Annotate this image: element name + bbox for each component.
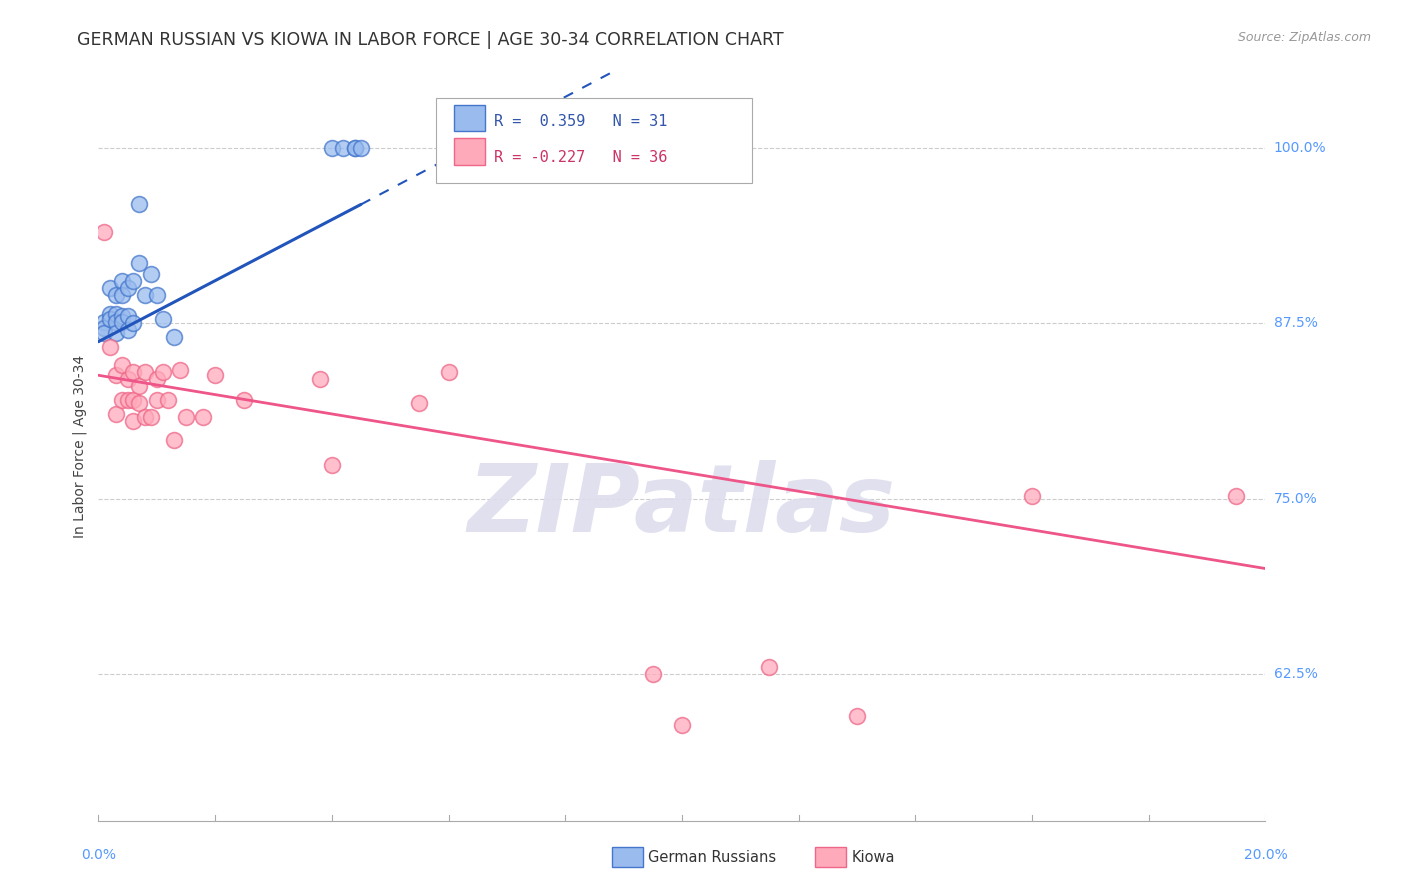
Point — [321, 458, 343, 472]
Point — [122, 415, 145, 429]
Point — [146, 372, 169, 386]
Text: 0.0%: 0.0% — [82, 848, 115, 863]
Point — [128, 256, 150, 270]
Point — [98, 312, 121, 326]
Point — [122, 275, 145, 289]
Text: ZIPatlas: ZIPatlas — [468, 460, 896, 552]
Point — [344, 141, 367, 155]
Point — [152, 312, 174, 326]
Point — [111, 275, 134, 289]
Point — [122, 366, 145, 380]
Point — [134, 410, 156, 425]
Point — [122, 393, 145, 408]
Point — [117, 310, 139, 324]
Point — [104, 326, 127, 341]
Text: R = -0.227   N = 36: R = -0.227 N = 36 — [494, 150, 666, 165]
Point — [128, 396, 150, 410]
Point — [350, 141, 373, 155]
Point — [193, 410, 215, 425]
Point — [104, 368, 127, 383]
Point — [157, 393, 180, 408]
Point — [204, 368, 226, 383]
Text: 75.0%: 75.0% — [1274, 491, 1317, 506]
Point — [117, 323, 139, 337]
Point — [111, 288, 134, 302]
Point — [134, 288, 156, 302]
Point — [174, 410, 197, 425]
Point — [98, 281, 121, 295]
Point — [98, 340, 121, 354]
Text: 62.5%: 62.5% — [1274, 666, 1317, 681]
Point — [233, 393, 256, 408]
Text: GERMAN RUSSIAN VS KIOWA IN LABOR FORCE | AGE 30-34 CORRELATION CHART: GERMAN RUSSIAN VS KIOWA IN LABOR FORCE |… — [77, 31, 785, 49]
Text: 20.0%: 20.0% — [1243, 848, 1288, 863]
Point — [139, 410, 162, 425]
Text: 87.5%: 87.5% — [1274, 317, 1317, 330]
Point — [408, 396, 430, 410]
Point — [1021, 489, 1043, 503]
Point — [169, 362, 191, 376]
Point — [104, 288, 127, 302]
Point — [117, 393, 139, 408]
Point — [163, 433, 186, 447]
Point — [309, 372, 332, 386]
Point — [846, 708, 869, 723]
Point — [93, 315, 115, 329]
Text: Kiowa: Kiowa — [852, 850, 896, 864]
Point — [146, 288, 169, 302]
Text: 100.0%: 100.0% — [1274, 142, 1326, 155]
Point — [111, 393, 134, 408]
Text: Source: ZipAtlas.com: Source: ZipAtlas.com — [1237, 31, 1371, 45]
Point — [344, 141, 367, 155]
Point — [128, 197, 150, 211]
Point — [93, 326, 115, 341]
Point — [332, 141, 354, 155]
Point — [152, 366, 174, 380]
Point — [122, 317, 145, 331]
Point — [93, 320, 115, 334]
Point — [671, 718, 693, 732]
Point — [104, 307, 127, 321]
Point — [104, 408, 127, 422]
Point — [758, 659, 780, 673]
Point — [111, 359, 134, 373]
Point — [128, 379, 150, 393]
Y-axis label: In Labor Force | Age 30-34: In Labor Force | Age 30-34 — [73, 354, 87, 538]
Point — [93, 226, 115, 240]
Point — [104, 315, 127, 329]
Point — [111, 315, 134, 329]
Point — [98, 307, 121, 321]
Text: German Russians: German Russians — [648, 850, 776, 864]
Point — [134, 366, 156, 380]
Text: R =  0.359   N = 31: R = 0.359 N = 31 — [494, 114, 666, 129]
Point — [111, 310, 134, 324]
Point — [1225, 489, 1247, 503]
Point — [437, 366, 460, 380]
Point — [117, 281, 139, 295]
Point — [146, 393, 169, 408]
Point — [641, 666, 664, 681]
Point — [139, 268, 162, 282]
Point — [163, 330, 186, 344]
Point — [321, 141, 343, 155]
Point — [117, 372, 139, 386]
